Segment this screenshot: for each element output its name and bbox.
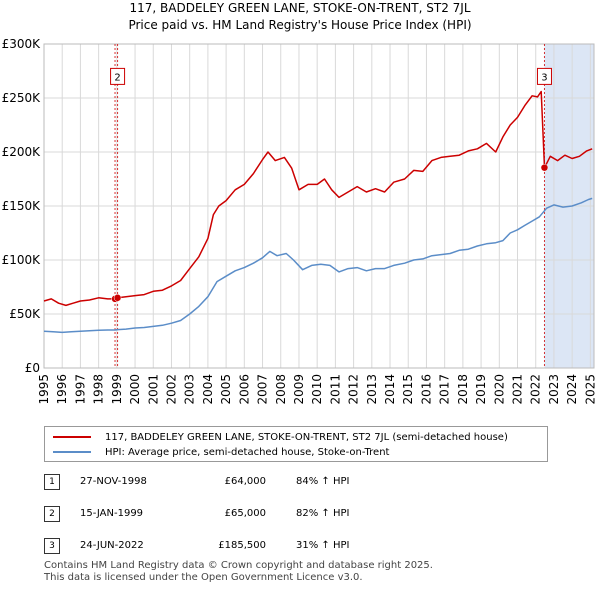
- x-tick-label: 2016: [419, 374, 433, 405]
- x-tick-label: 2017: [438, 374, 452, 405]
- x-tick-label: 2023: [547, 374, 561, 405]
- transaction-hpi: 82% ↑ HPI: [296, 508, 350, 519]
- hpi-line: [43, 197, 593, 334]
- x-tick-label: 1998: [92, 374, 106, 405]
- x-tick-label: 2018: [456, 374, 470, 405]
- transaction-label-box: [536, 67, 552, 85]
- transaction-price: £65,000: [224, 508, 266, 519]
- transaction-date: 15-JAN-1999: [80, 508, 144, 519]
- x-tick-label: 2022: [529, 374, 543, 405]
- legend-label-hpi: HPI: Average price, semi-detached house,…: [105, 446, 390, 458]
- x-tick-label: 1996: [55, 374, 69, 405]
- legend-swatch-hpi: [53, 451, 91, 453]
- y-tick-label: £50K: [9, 307, 41, 321]
- y-tick-label: £150K: [2, 199, 42, 213]
- x-tick-label: 2002: [164, 374, 178, 405]
- transaction-number: 1: [44, 474, 60, 490]
- transaction-label: 2: [114, 72, 120, 83]
- price-chart: £0 £50K £100K £150K £200K £250K £300K 1995 1996 1…: [2, 37, 598, 405]
- transaction-number: 2: [44, 506, 60, 522]
- table-row: 3 24-JUN-2022 £185,500 31% ↑ HPI: [44, 538, 464, 556]
- x-tick-label: 2025: [583, 374, 597, 405]
- footer-licence: This data is licensed under the Open Gov…: [44, 572, 363, 583]
- transaction-label-box: [110, 67, 126, 85]
- x-tick-label: 2003: [183, 374, 197, 405]
- y-tick-label: £300K: [2, 37, 42, 51]
- x-tick-label: 2007: [256, 374, 270, 405]
- x-tick-label: 1995: [37, 374, 51, 405]
- transaction-hpi: 31% ↑ HPI: [296, 540, 350, 551]
- x-tick-label: 2013: [365, 374, 379, 405]
- footer: Contains HM Land Registry data © Crown c…: [44, 560, 433, 584]
- transaction-date: 27-NOV-1998: [80, 476, 147, 487]
- x-tick-label: 2015: [401, 374, 415, 405]
- transaction-hpi: 84% ↑ HPI: [296, 476, 350, 487]
- transaction-number: 3: [44, 538, 60, 554]
- x-tick-label: 2014: [383, 374, 397, 405]
- x-tick-label: 2006: [237, 374, 251, 405]
- transaction-point: [540, 163, 549, 172]
- plot-border: [43, 43, 595, 369]
- x-tick-label: 2010: [310, 374, 324, 405]
- legend-item-hpi: HPI: Average price, semi-detached house,…: [53, 445, 389, 459]
- transaction-point: [113, 294, 122, 302]
- table-row: 2 15-JAN-1999 £65,000 82% ↑ HPI: [44, 506, 464, 524]
- legend-label-price: 117, BADDELEY GREEN LANE, STOKE-ON-TRENT…: [105, 431, 508, 443]
- legend-item-price: 117, BADDELEY GREEN LANE, STOKE-ON-TRENT…: [53, 430, 508, 444]
- price-paid-line: [43, 90, 593, 307]
- x-tick-label: 2021: [511, 374, 525, 405]
- x-tick-label: 2012: [347, 374, 361, 405]
- transaction-price: £185,500: [218, 540, 266, 551]
- y-tick-label: £0: [25, 361, 40, 375]
- x-tick-label: 2008: [274, 374, 288, 405]
- x-tick-label: 2019: [474, 374, 488, 405]
- transaction-price: £64,000: [224, 476, 266, 487]
- transaction-date: 24-JUN-2022: [80, 540, 144, 551]
- transaction-label: 3: [541, 72, 547, 83]
- y-tick-label: £100K: [2, 253, 42, 267]
- chart-title-line2: Price paid vs. HM Land Registry's House …: [128, 18, 472, 32]
- x-tick-label: 1997: [73, 374, 87, 405]
- x-tick-label: 2024: [565, 374, 579, 405]
- x-tick-label: 2004: [201, 374, 215, 405]
- x-tick-label: 2020: [492, 374, 506, 405]
- x-tick-label: 2009: [292, 374, 306, 405]
- legend-swatch-price: [53, 436, 91, 438]
- chart-title-line1: 117, BADDELEY GREEN LANE, STOKE-ON-TRENT…: [129, 1, 471, 15]
- y-tick-label: £250K: [2, 91, 42, 105]
- chart-legend: 117, BADDELEY GREEN LANE, STOKE-ON-TRENT…: [44, 426, 548, 462]
- footer-copyright: Contains HM Land Registry data © Crown c…: [44, 560, 433, 571]
- x-tick-label: 1999: [110, 374, 124, 405]
- x-tick-label: 2005: [219, 374, 233, 405]
- x-tick-label: 2001: [146, 374, 160, 405]
- x-tick-label: 2000: [128, 374, 142, 405]
- table-row: 1 27-NOV-1998 £64,000 84% ↑ HPI: [44, 474, 464, 492]
- x-tick-label: 2011: [328, 374, 342, 405]
- y-tick-label: £200K: [2, 145, 42, 159]
